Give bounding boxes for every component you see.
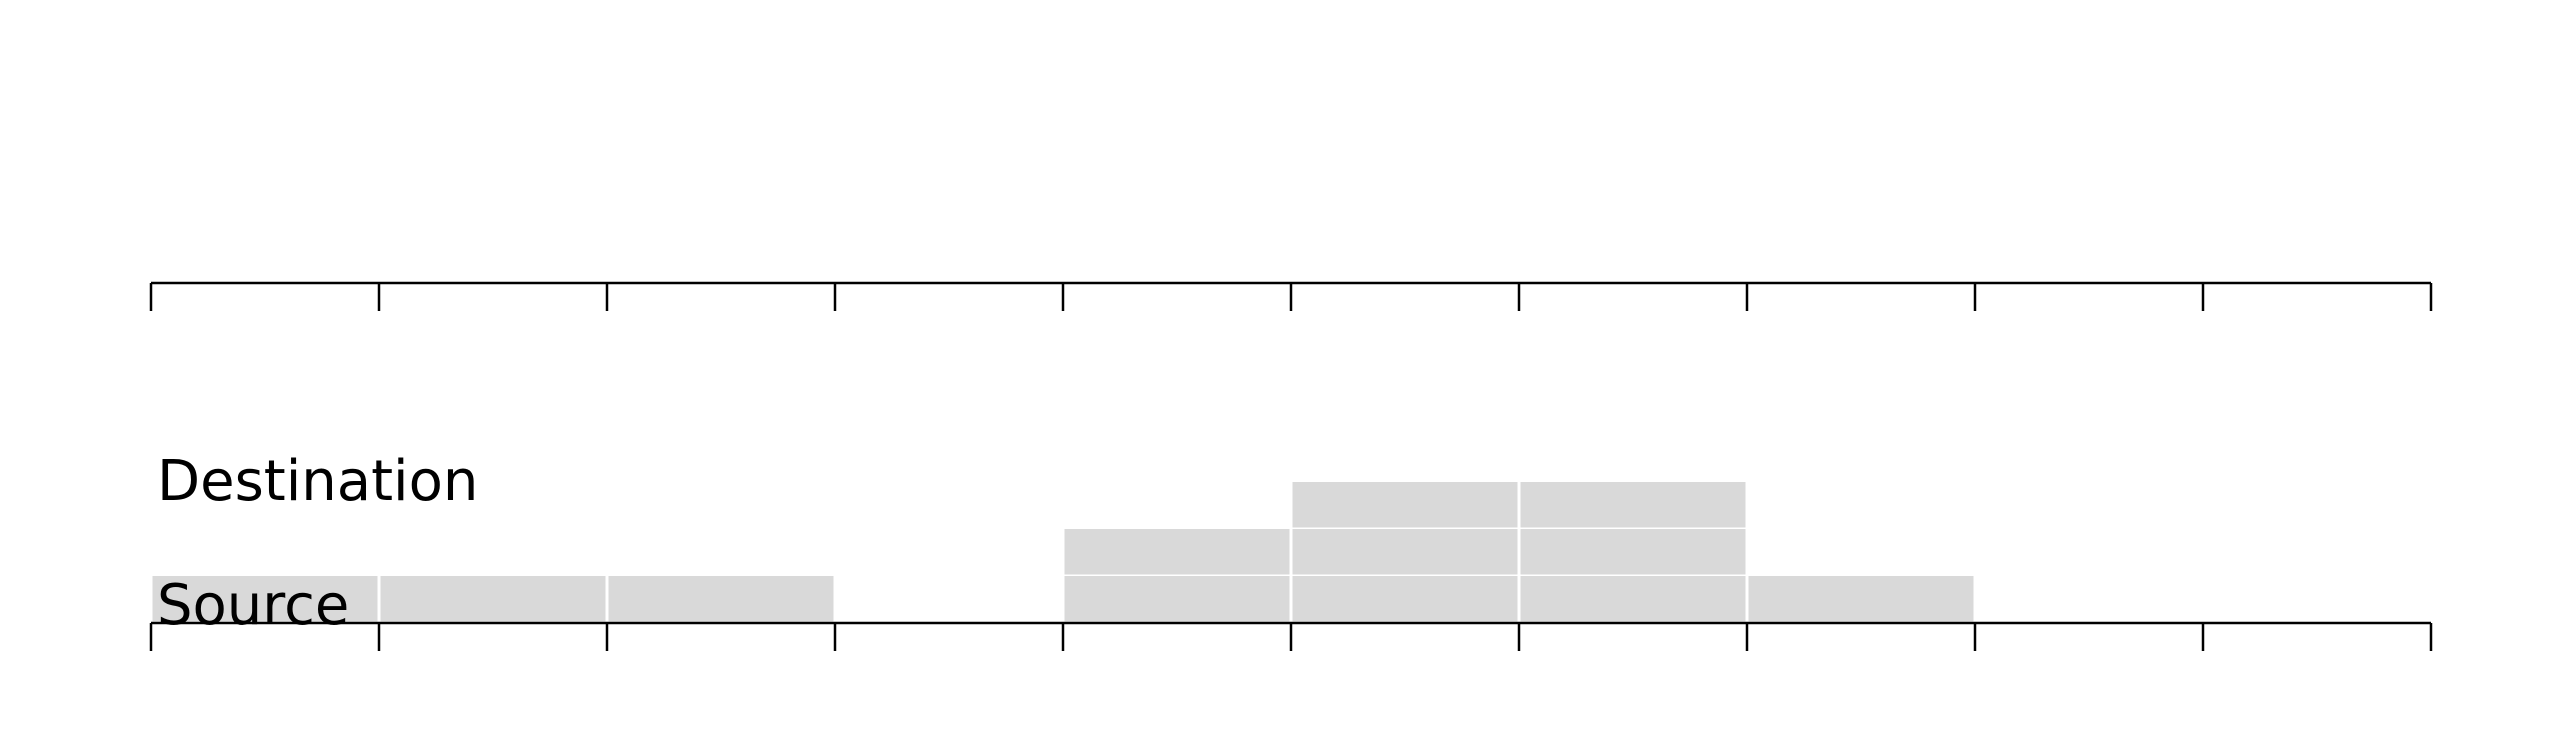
stack-block [1520, 482, 1746, 528]
destination-label: Destination [157, 449, 478, 514]
bottom-axis [149, 621, 2433, 651]
block-layer [152, 482, 1974, 622]
stack-block [380, 576, 606, 622]
source-label: Source [157, 573, 349, 638]
stack-block [1292, 576, 1518, 622]
stack-block [1064, 529, 1290, 575]
top-axis [149, 281, 2433, 311]
stack-block [1520, 529, 1746, 575]
stack-block [1748, 576, 1974, 622]
stack-block [1292, 482, 1518, 528]
stack-block [1520, 576, 1746, 622]
stack-block [1292, 529, 1518, 575]
stack-block [1064, 576, 1290, 622]
stack-block [608, 576, 834, 622]
stack-block [152, 576, 378, 622]
